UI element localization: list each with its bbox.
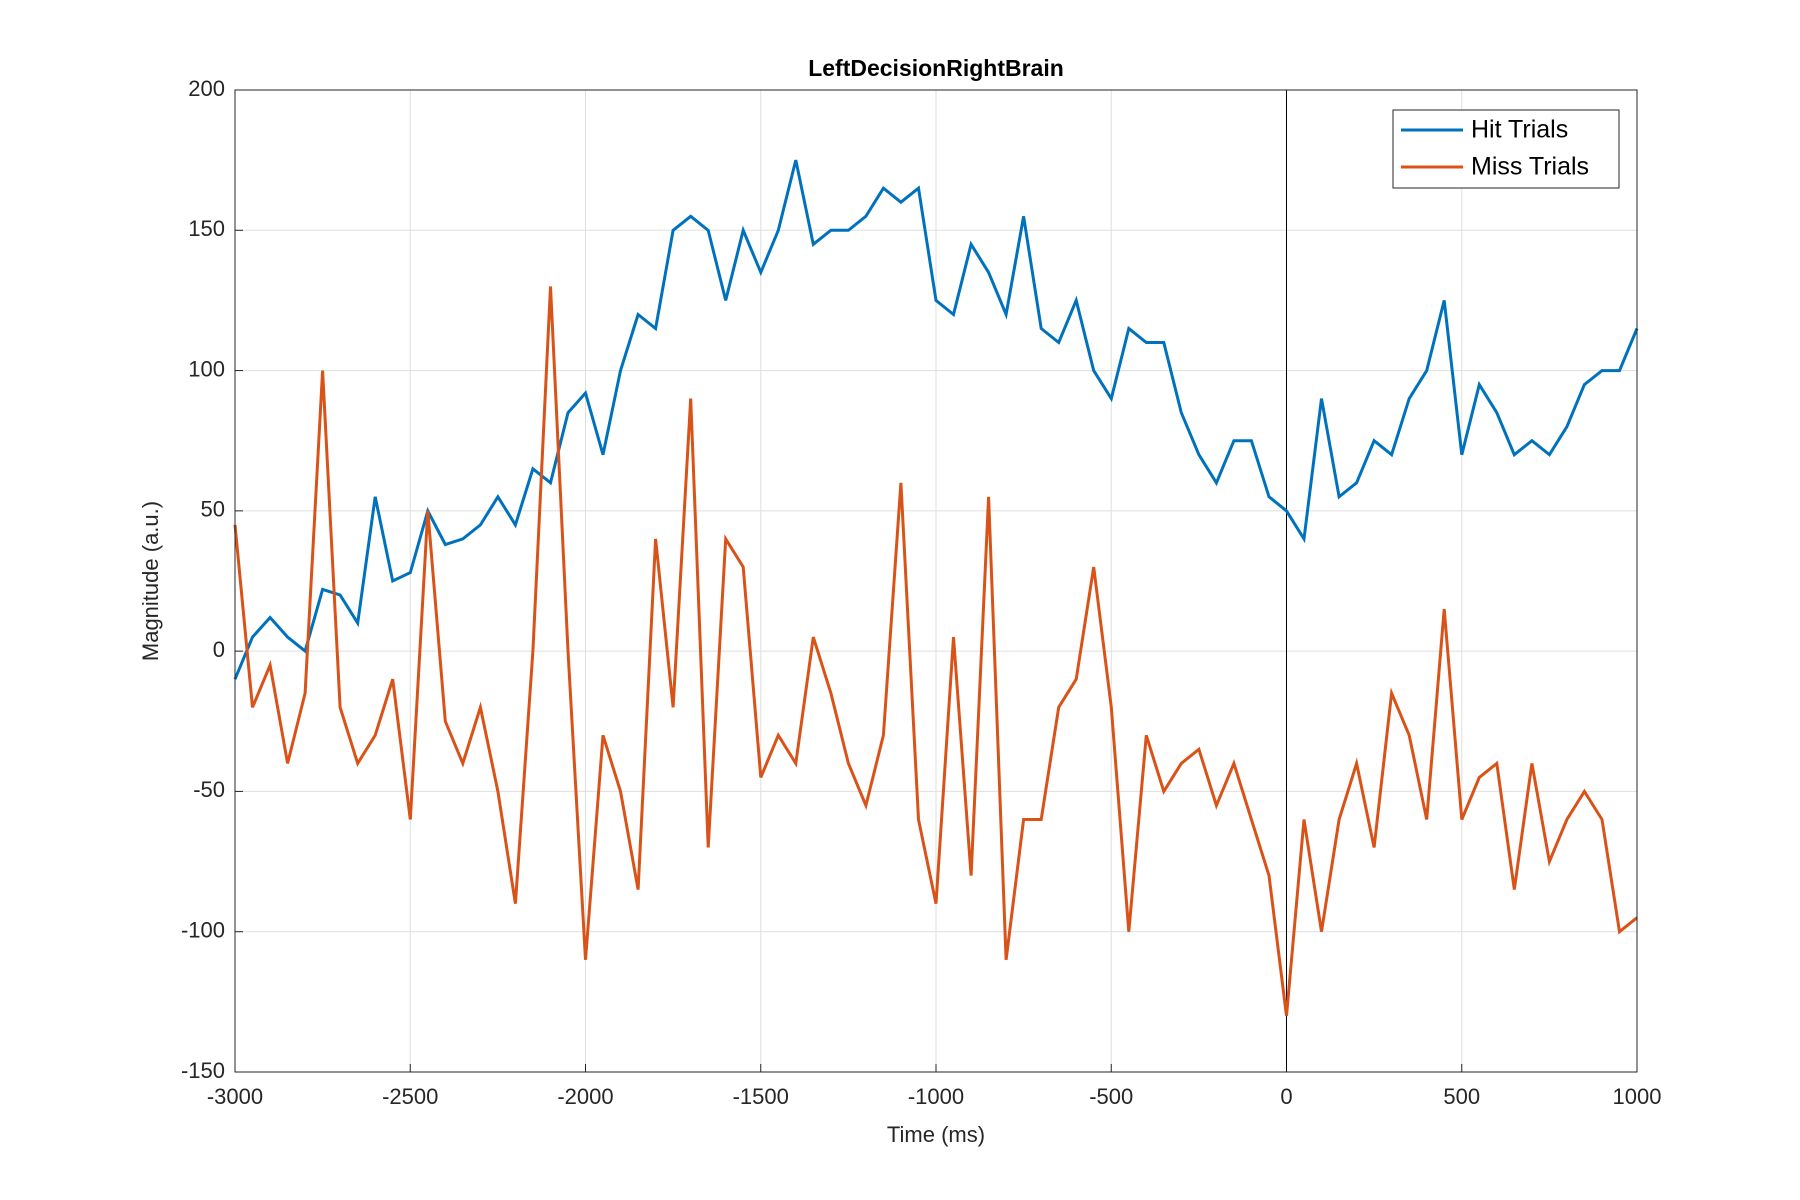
plot-frame [234,89,1638,1073]
data-line [233,286,1638,1017]
legend-label: Hit Trials [1471,116,1568,144]
x-tick-label: -500 [1089,1084,1133,1109]
x-tick-label: -2500 [382,1084,438,1109]
legend-label: Miss Trials [1471,153,1589,181]
y-tick-label: -150 [181,1058,225,1083]
x-tick-label: 0 [1280,1084,1292,1109]
y-tick-label: 0 [213,637,225,662]
x-tick-label: 1000 [1613,1084,1662,1109]
x-tick-label: -1500 [733,1084,789,1109]
data-line [233,159,1639,680]
x-tick-label: -1000 [908,1084,964,1109]
y-axis-label: Magnitude (a.u.) [138,501,163,661]
chart-title: LeftDecisionRightBrain [808,55,1064,81]
y-tick-label: -50 [193,777,225,802]
x-axis-label: Time (ms) [887,1122,985,1147]
y-tick-label: -100 [181,918,225,943]
y-tick-label: 200 [188,76,225,101]
y-tick-label: 50 [201,497,225,522]
legend-box [1392,109,1620,189]
y-tick-label: 150 [188,216,225,241]
x-tick-label: 500 [1443,1084,1480,1109]
y-tick-label: 100 [188,356,225,381]
x-tick-label: -2000 [557,1084,613,1109]
x-tick-label: -3000 [207,1084,263,1109]
